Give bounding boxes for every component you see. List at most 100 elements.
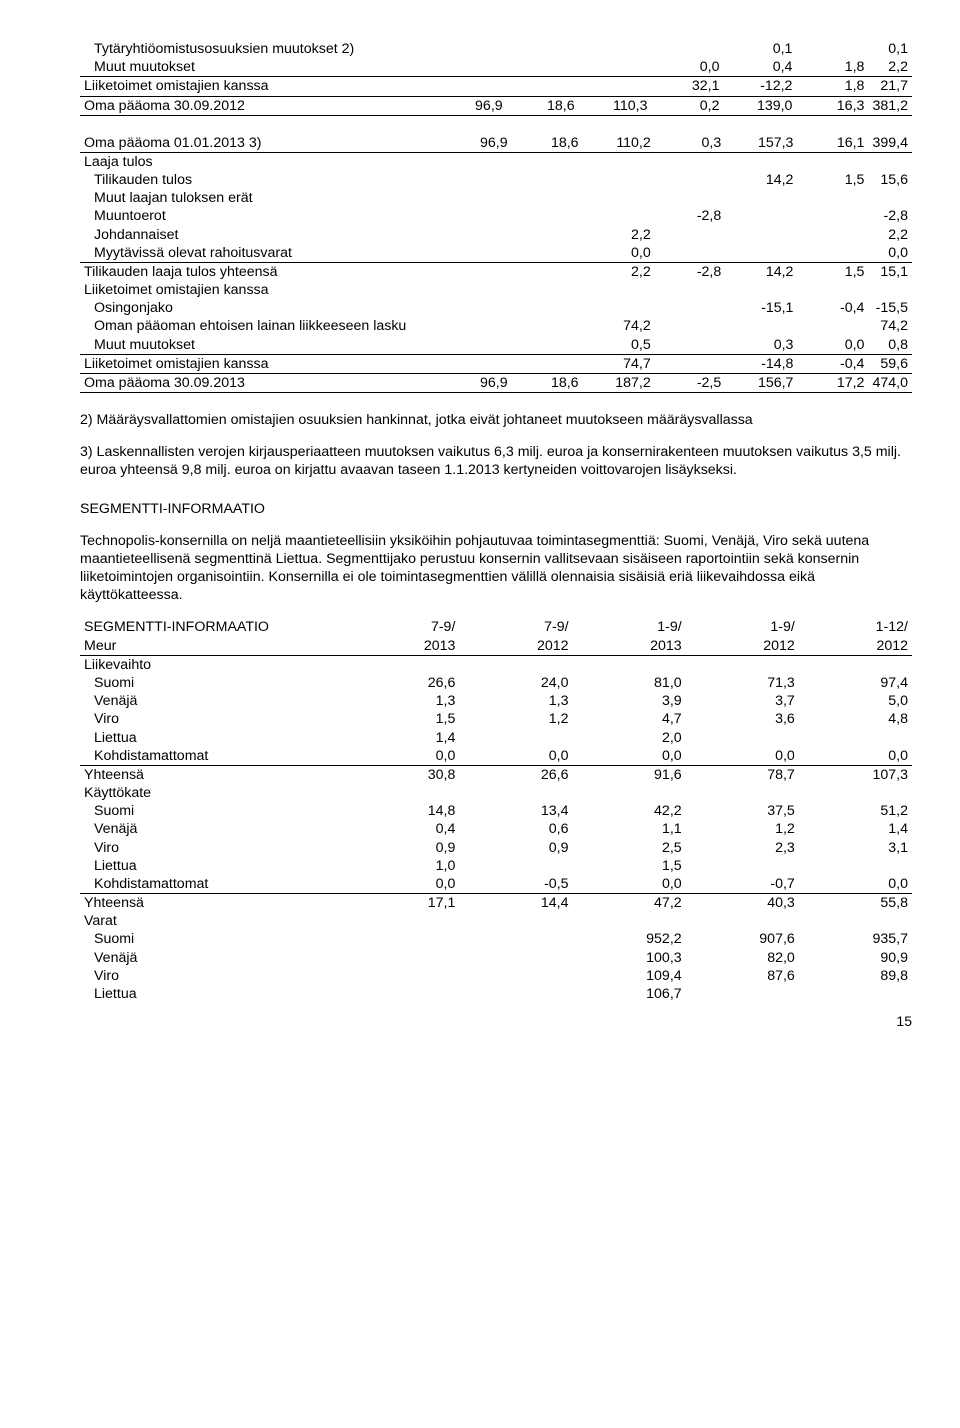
cell: 0,3 [725,336,797,355]
cell: 40,3 [686,894,799,913]
table-row: Yhteensä30,826,691,678,7107,3 [80,765,912,784]
cell [441,189,512,207]
table-row: Muuntoerot-2,8-2,8 [80,207,912,225]
cell: 1,2 [459,710,572,728]
cell [512,244,583,263]
cell: 2,2 [583,226,655,244]
cell: 0,0 [346,875,459,894]
table-row: Liiketoimet omistajien kanssa [80,281,912,299]
cell [512,317,583,335]
page-number: 15 [80,1013,912,1031]
cell [441,207,512,225]
cell: 1,0 [346,857,459,875]
cell: 13,4 [459,802,572,820]
cell: 2,2 [583,262,655,281]
cell [579,40,652,58]
table-row: Muut muutokset0,00,41,82,2 [80,58,912,77]
cell: 3,7 [686,692,799,710]
cell: 952,2 [573,930,686,948]
cell: -0,4 [797,354,868,373]
cell [512,171,583,189]
segment-intro: Technopolis-konsernilla on neljä maantie… [80,532,912,605]
cell [725,207,797,225]
cell [441,317,512,335]
table-row: Muut laajan tuloksen erät [80,189,912,207]
cell: 110,3 [579,96,652,115]
table-row: Laaja tulos [80,152,912,171]
row-label: Liiketoimet omistajien kanssa [80,77,435,96]
cell: 0,1 [723,40,796,58]
cell: 51,2 [799,802,912,820]
cell: 0,0 [868,244,912,263]
cell [655,336,726,355]
cell [512,189,583,207]
cell: -2,8 [655,262,726,281]
table-row: Yhteensä17,114,447,240,355,8 [80,894,912,913]
table-row: Myytävissä olevat rahoitusvarat0,00,0 [80,244,912,263]
cell: 0,6 [459,820,572,838]
cell: 0,0 [686,747,799,766]
cell [797,152,868,171]
cell [459,857,572,875]
cell: 47,2 [573,894,686,913]
cell: 0,0 [346,747,459,766]
row-label: Oman pääoman ehtoisen lainan liikkeeseen… [80,317,441,335]
cell [459,967,572,985]
cell [686,729,799,747]
cell: 30,8 [346,765,459,784]
cell: 26,6 [346,674,459,692]
table-row: Viro1,51,24,73,64,8 [80,710,912,728]
cell: 59,6 [868,354,912,373]
row-label: Oma pääoma 30.09.2013 [80,373,441,392]
cell: 78,7 [686,765,799,784]
cell: 4,8 [799,710,912,728]
table-row: Liettua1,42,0 [80,729,912,747]
cell: 0,0 [583,244,655,263]
cell [459,949,572,967]
cell [652,40,724,58]
segment-table: SEGMENTTI-INFORMAATIO7-9/7-9/1-9/1-9/1-1… [80,618,912,1003]
cell: 381,2 [868,96,912,115]
cell: 0,4 [346,820,459,838]
cell [797,244,868,263]
cell [507,40,579,58]
cell: 2,2 [868,226,912,244]
cell: 106,7 [573,985,686,1003]
row-label: Oma pääoma 30.09.2012 [80,96,435,115]
cell: -2,8 [655,207,726,225]
cell [441,299,512,317]
cell: 15,6 [868,171,912,189]
cell: 90,9 [799,949,912,967]
cell [799,784,912,802]
cell: 14,2 [725,171,797,189]
cell [655,189,726,207]
cell [459,985,572,1003]
cell: 4,7 [573,710,686,728]
cell: 96,9 [435,96,507,115]
cell: 1,5 [797,171,868,189]
cell: 1,5 [573,857,686,875]
cell [512,336,583,355]
table-row: Liiketoimet omistajien kanssa32,1-12,21,… [80,77,912,96]
cell: -14,8 [725,354,797,373]
cell [655,354,726,373]
table-row: Oma pääoma 30.09.201296,918,6110,30,2139… [80,96,912,115]
table-row: Tytäryhtiöomistusosuuksien muutokset 2)0… [80,40,912,58]
cell [459,655,572,674]
cell: 0,0 [652,58,724,77]
cell: 0,0 [459,747,572,766]
cell [655,226,726,244]
table-row: Liikevaihto [80,655,912,674]
cell: 1,5 [797,262,868,281]
seg-header-1: SEGMENTTI-INFORMAATIO7-9/7-9/1-9/1-9/1-1… [80,618,912,636]
table-row: Kohdistamattomat0,00,00,00,00,0 [80,747,912,766]
cell: 14,8 [346,802,459,820]
cell: 17,2 [797,373,868,392]
cell [686,912,799,930]
cell [459,930,572,948]
cell [799,857,912,875]
row-label: Viro [80,967,346,985]
cell: 0,0 [573,747,686,766]
table-row: Viro109,487,689,8 [80,967,912,985]
row-label: Liettua [80,857,346,875]
